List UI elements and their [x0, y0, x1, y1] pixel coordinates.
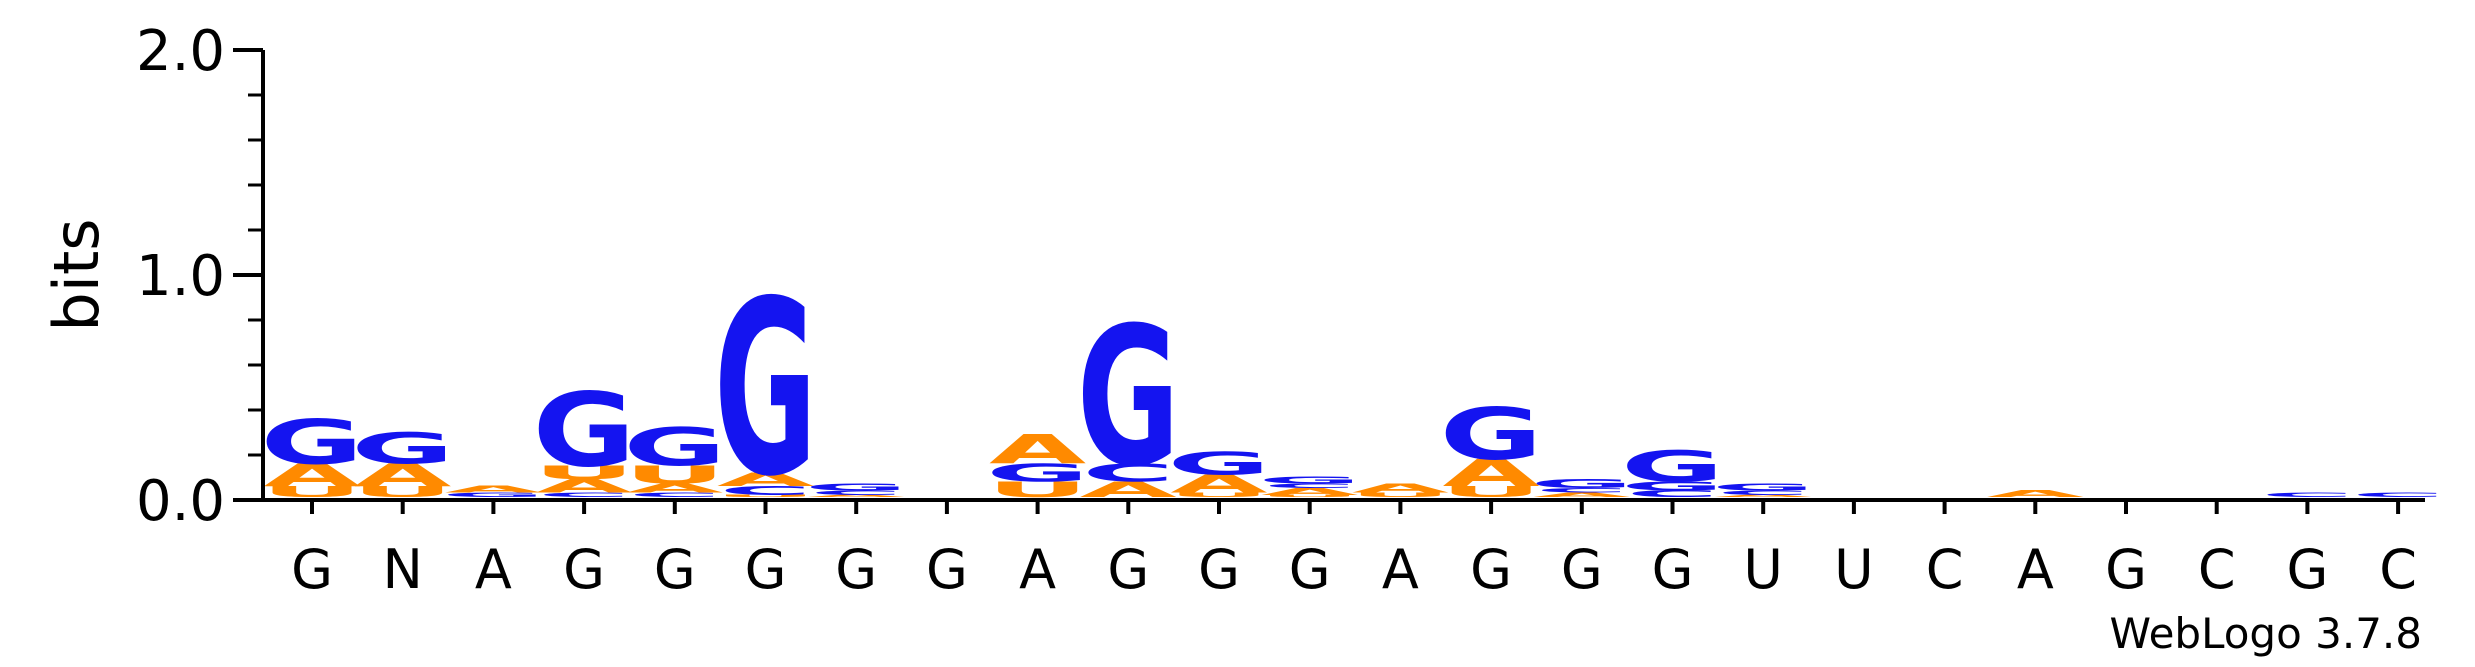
- x-tick-label: A: [1019, 538, 1056, 601]
- y-tick-label: 1.0: [136, 244, 225, 309]
- logo-letter-c: C: [1536, 487, 1628, 494]
- logo-letter-c: C: [1264, 482, 1356, 489]
- logo-letter-a: A: [808, 494, 906, 498]
- logo-letter-c: C: [1717, 489, 1809, 496]
- logo-letter-c: C: [719, 483, 811, 497]
- y-tick-label: 0.0: [136, 469, 225, 534]
- logo-letter-u: U: [352, 483, 454, 501]
- logo-letter-a: A: [1261, 486, 1358, 497]
- logo-letter-a: A: [445, 484, 542, 495]
- logo-letter-c: C: [629, 491, 721, 498]
- x-tick-label: G: [1289, 538, 1331, 601]
- logo-letter-g: G: [1530, 477, 1633, 491]
- logo-letter-a: A: [717, 469, 815, 490]
- logo-letter-u: U: [714, 494, 816, 498]
- logo-letter-a: A: [1170, 470, 1267, 499]
- x-tick-label: G: [1470, 538, 1512, 601]
- x-tick-label: G: [926, 538, 968, 601]
- logo-letter-g: G: [1258, 475, 1361, 486]
- y-minor-ticks: [248, 93, 263, 457]
- weblogo-credit: WebLogo 3.7.8: [2110, 609, 2423, 658]
- logo-letter-u: U: [1440, 483, 1542, 501]
- logo-letter-g: G: [1621, 479, 1724, 493]
- logo-letter-g: G: [1712, 482, 1815, 493]
- x-tick-label: U: [1743, 538, 1783, 601]
- x-tick-label: A: [2017, 538, 2054, 601]
- x-tick-label: N: [382, 538, 422, 601]
- logo-letter-u: U: [624, 461, 726, 490]
- x-tick-label: G: [745, 538, 787, 601]
- logo-letter-g: G: [442, 491, 545, 498]
- logo-letter-u: U: [1168, 491, 1270, 498]
- logo-letter-c: C: [2261, 491, 2353, 498]
- x-tick-label: A: [475, 538, 512, 601]
- logo-letter-g: G: [805, 482, 908, 493]
- y-tick-label: 2.0: [136, 19, 225, 84]
- logo-letter-g: G: [1440, 393, 1543, 476]
- logo-letter-u: U: [1259, 494, 1361, 498]
- logo-letter-a: A: [626, 481, 723, 495]
- x-tick-label: G: [835, 538, 877, 601]
- x-tick-label: A: [1382, 538, 1419, 601]
- y-major-ticks: 0.0 1.0 2.0: [136, 19, 263, 534]
- x-tick-label: G: [563, 538, 605, 601]
- logo-letter-g: G: [1167, 446, 1270, 482]
- logo-letter-c: C: [2352, 491, 2444, 498]
- logo-letter-a: A: [1533, 491, 1630, 498]
- x-tick-label: C: [2379, 538, 2417, 601]
- logo-letter-g: G: [1077, 287, 1180, 509]
- y-axis-label: bits: [40, 218, 113, 331]
- logo-letter-a: A: [1987, 488, 2084, 499]
- logo-letter-g: G: [714, 250, 817, 529]
- x-tick-label: G: [2105, 538, 2147, 601]
- logo-letter-u: U: [1349, 491, 1451, 498]
- logo-letter-g: G: [533, 371, 636, 489]
- x-tick-label: G: [291, 538, 333, 601]
- y-axis: 0.0 1.0 2.0 bits: [40, 19, 265, 534]
- logo-letter-a: A: [989, 426, 1086, 473]
- logo-letter-a: A: [354, 457, 452, 493]
- x-tick-label: C: [2198, 538, 2236, 601]
- x-tick-label: G: [1198, 538, 1240, 601]
- logo-letter-a: A: [535, 476, 633, 497]
- logo-letter-a: A: [1352, 481, 1449, 495]
- x-tick-label: G: [1107, 538, 1149, 601]
- logo-letter-g: G: [623, 417, 726, 478]
- logo-letter-g: G: [1621, 442, 1724, 492]
- logo-letter-a: A: [263, 457, 361, 493]
- logo-letter-c: C: [810, 489, 902, 496]
- logo-letter-c: C: [1626, 488, 1718, 499]
- logo-letter-u: U: [533, 462, 635, 483]
- x-ticks: [310, 500, 2401, 514]
- x-tick-label: G: [1561, 538, 1603, 601]
- x-tick-label: G: [2286, 538, 2328, 601]
- logo-letter-g: G: [260, 407, 363, 479]
- x-tick-label: G: [654, 538, 696, 601]
- x-tick-label: G: [1652, 538, 1694, 601]
- x-tick-label: C: [1926, 538, 1964, 601]
- logo-letter-g: G: [351, 424, 454, 474]
- logo-letter-u: U: [261, 483, 363, 501]
- logo-letter-g: G: [986, 459, 1089, 488]
- logo-letter-c: C: [1082, 459, 1174, 488]
- x-tick-label: U: [1834, 538, 1874, 601]
- logo-letter-a: A: [1442, 451, 1540, 494]
- logo-letter-c: C: [538, 491, 630, 498]
- logo-letter-a: A: [1715, 494, 1813, 498]
